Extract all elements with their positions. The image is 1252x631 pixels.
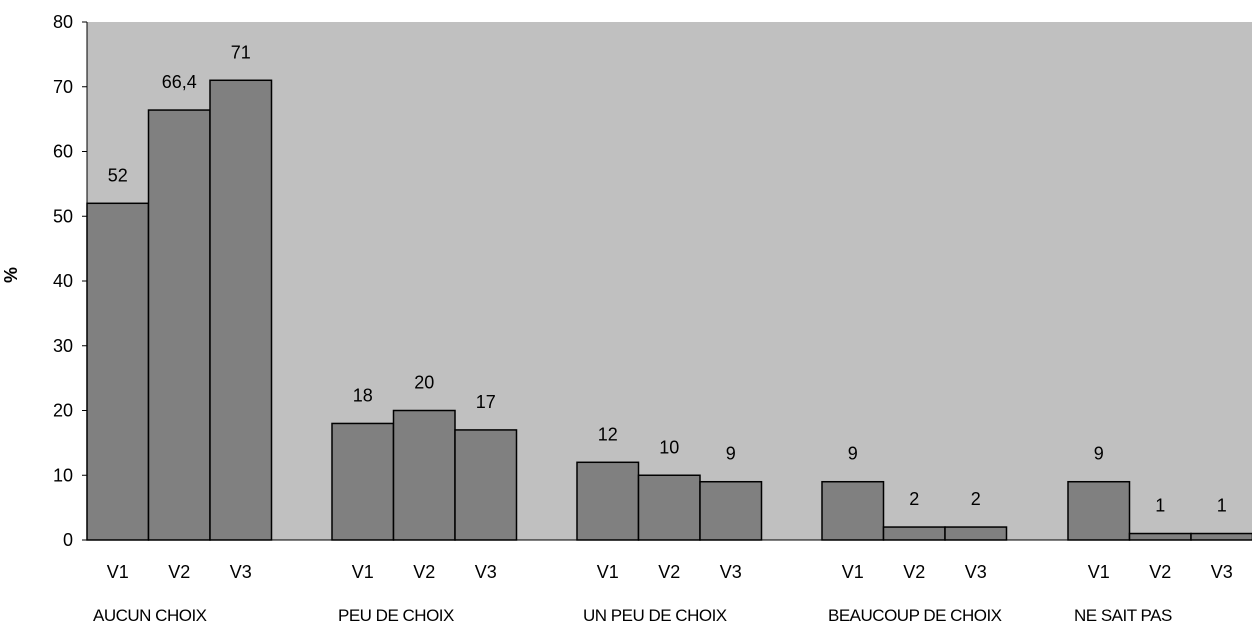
bar <box>1190 532 1252 541</box>
data-label: 1 <box>1217 496 1227 516</box>
bar <box>637 474 701 541</box>
category-labels: V1 V2 V3 V1 V2 V3 V1 V2 V3 V1 V2 V3 V1 V2 V3 <box>107 562 1233 582</box>
x-tick-label: V2 <box>1149 562 1171 582</box>
x-tick-label: V3 <box>230 562 252 582</box>
bar <box>147 109 211 541</box>
data-label: 66,4 <box>162 72 197 92</box>
y-tick-label: 0 <box>63 530 73 550</box>
data-labels: 52 66,4 71 18 20 17 12 10 9 9 2 2 9 1 1 <box>108 42 1227 515</box>
y-tick-label: 30 <box>53 336 73 356</box>
y-axis-ticks: 0 10 20 30 40 50 60 70 80 <box>53 12 87 550</box>
y-tick-label: 20 <box>53 401 73 421</box>
x-tick-label: V1 <box>842 562 864 582</box>
group-label: BEAUCOUP DE CHOIX <box>828 606 1002 625</box>
bar <box>576 461 640 541</box>
bar <box>944 526 1008 541</box>
x-tick-label: V3 <box>475 562 497 582</box>
group-label: PEU DE CHOIX <box>338 606 454 625</box>
bar <box>331 422 395 541</box>
bar <box>392 409 456 541</box>
group-label: NE SAIT PAS <box>1074 606 1172 625</box>
data-label: 20 <box>414 373 434 393</box>
x-tick-label: V1 <box>597 562 619 582</box>
bar <box>1067 480 1131 541</box>
x-tick-label: V2 <box>903 562 925 582</box>
data-label: 9 <box>1094 444 1104 464</box>
plot-area <box>87 22 1252 540</box>
data-label: 2 <box>971 489 981 509</box>
x-tick-label: V1 <box>107 562 129 582</box>
x-tick-label: V2 <box>168 562 190 582</box>
data-label: 71 <box>231 42 251 62</box>
x-tick-label: V2 <box>413 562 435 582</box>
y-tick-label: 50 <box>53 206 73 226</box>
bars <box>86 79 1252 541</box>
data-label: 9 <box>848 444 858 464</box>
y-tick-label: 70 <box>53 77 73 97</box>
y-tick-label: 80 <box>53 12 73 32</box>
bar <box>699 480 763 541</box>
x-tick-label: V1 <box>1088 562 1110 582</box>
data-label: 12 <box>598 424 618 444</box>
data-label: 18 <box>353 385 373 405</box>
group-labels: AUCUN CHOIX PEU DE CHOIX UN PEU DE CHOIX BE… <box>93 606 1172 625</box>
bar <box>821 480 885 541</box>
group-label: AUCUN CHOIX <box>93 606 207 625</box>
data-label: 2 <box>909 489 919 509</box>
bar <box>454 429 518 541</box>
bar <box>1128 532 1192 541</box>
y-tick-label: 40 <box>53 271 73 291</box>
group-label: UN PEU DE CHOIX <box>583 606 727 625</box>
x-tick-label: V3 <box>965 562 987 582</box>
data-label: 52 <box>108 165 128 185</box>
bar <box>882 526 946 541</box>
data-label: 17 <box>476 392 496 412</box>
data-label: 10 <box>659 437 679 457</box>
x-tick-label: V2 <box>658 562 680 582</box>
bar <box>86 202 150 541</box>
y-axis-label: % <box>1 267 21 283</box>
bar <box>209 79 273 541</box>
y-tick-label: 60 <box>53 142 73 162</box>
y-tick-label: 10 <box>53 465 73 485</box>
data-label: 1 <box>1155 496 1165 516</box>
x-tick-label: V3 <box>720 562 742 582</box>
data-label: 9 <box>726 444 736 464</box>
x-tick-label: V1 <box>352 562 374 582</box>
x-tick-label: V3 <box>1211 562 1233 582</box>
